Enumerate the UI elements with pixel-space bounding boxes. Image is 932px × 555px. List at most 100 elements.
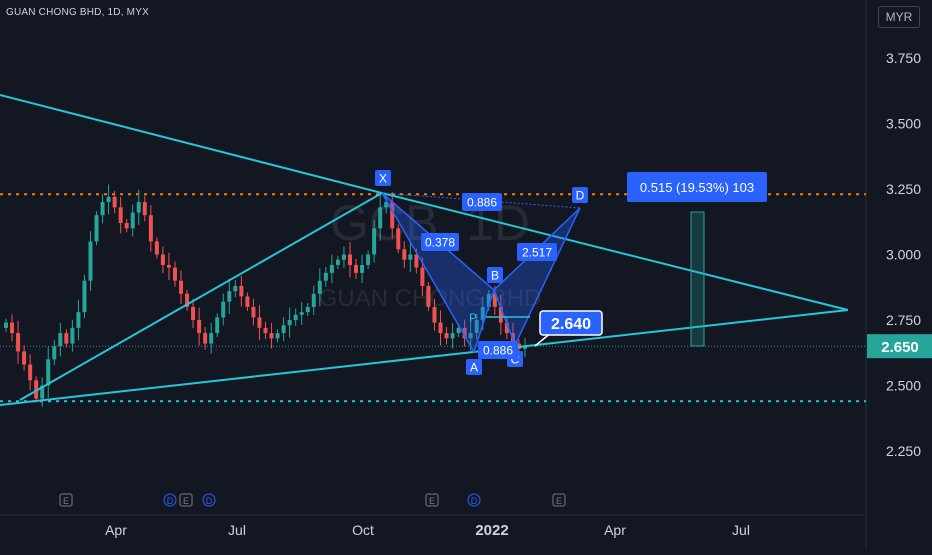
last-price-tag <box>867 334 932 359</box>
candle-body <box>414 254 419 268</box>
candle-body <box>384 202 389 208</box>
candle-body <box>239 285 244 297</box>
candle-body <box>52 346 57 360</box>
candle-body <box>100 202 105 216</box>
candle-body <box>329 264 334 273</box>
earnings-marker-label: E <box>429 496 435 506</box>
candle-body <box>106 196 111 203</box>
y-tick-label: 3.500 <box>886 116 921 132</box>
candle-body <box>209 333 214 344</box>
candle-body <box>402 249 407 260</box>
candle-body <box>299 312 304 315</box>
candle-body <box>70 327 75 344</box>
candle-body <box>317 280 322 294</box>
lower-trendline <box>0 309 849 406</box>
candle-body <box>4 322 8 328</box>
symbol-info: GUAN CHONG BHD, 1D, MYX <box>6 7 149 18</box>
price-callout-box <box>539 310 603 336</box>
y-tick-label: 3.750 <box>886 50 921 66</box>
candle-body <box>269 333 274 339</box>
candle-body <box>523 346 527 349</box>
candle-body <box>450 333 455 339</box>
candle-body <box>462 327 467 339</box>
earnings-marker <box>59 493 73 507</box>
y-tick-label: 2.250 <box>886 443 921 459</box>
x-tick-label: 2022 <box>475 522 508 539</box>
x-tick-label: Oct <box>352 522 374 538</box>
pattern-label-box <box>466 359 482 375</box>
pattern-label-box <box>487 267 503 283</box>
candle-body <box>34 380 39 399</box>
candle-body <box>221 301 226 318</box>
candle-body <box>426 285 431 307</box>
y-tick-label: 2.500 <box>886 378 921 394</box>
earnings-marker-label: E <box>556 496 562 506</box>
candle-body <box>58 333 63 347</box>
candle-body <box>341 254 346 260</box>
candle-body <box>251 306 256 318</box>
candle-body <box>257 317 262 328</box>
candle-body <box>118 207 123 224</box>
earnings-marker-label: E <box>183 496 189 506</box>
y-tick-label: 3.250 <box>886 181 921 197</box>
upper-trendline-right <box>381 192 849 311</box>
candle-body <box>504 322 509 334</box>
candle-body <box>215 317 220 334</box>
candle-body <box>408 254 413 260</box>
candle-body <box>456 327 461 334</box>
candle-body <box>396 228 401 250</box>
candle-body <box>227 291 232 302</box>
y-tick-label: 2.750 <box>886 312 921 328</box>
candle-body <box>323 272 328 281</box>
ratio-label: 2.517 <box>522 246 552 260</box>
candle-body <box>438 322 443 334</box>
ratio-label-box <box>478 341 518 359</box>
pattern-label-b: B <box>491 269 499 283</box>
candle-body <box>136 202 141 213</box>
dividend-marker-label: D <box>167 496 174 506</box>
candle-body <box>420 267 425 286</box>
candle-body <box>142 202 147 216</box>
candle-body <box>474 320 479 334</box>
candle-body <box>360 264 365 273</box>
pattern-label-box <box>375 170 391 186</box>
ratio-label: 0.886 <box>467 196 497 210</box>
projection-label-box <box>627 172 767 202</box>
candle-body <box>480 306 485 320</box>
dividend-marker-label: D <box>206 496 213 506</box>
ratio-label-box <box>517 243 557 261</box>
candle-body <box>10 322 15 334</box>
candle-body <box>76 312 81 328</box>
price-callout: 2.640 <box>551 316 591 333</box>
ratio-label: 0.378 <box>425 236 455 250</box>
candle-body <box>124 223 129 229</box>
candle-body <box>16 333 21 352</box>
candle-body <box>305 306 310 313</box>
pattern-label-d: D <box>576 189 585 203</box>
candle-body <box>233 285 238 292</box>
earnings-marker-label: E <box>63 496 69 506</box>
candle-body <box>130 212 135 229</box>
upper-trendline-left <box>0 94 383 194</box>
candle-body <box>468 333 473 339</box>
candle-body <box>263 327 268 334</box>
pattern-xb-line <box>381 192 495 291</box>
ratio-label: 0.886 <box>483 344 513 358</box>
earnings-marker <box>552 493 566 507</box>
candle-body <box>498 306 503 323</box>
candle-body <box>390 202 395 229</box>
candle-body <box>335 259 340 265</box>
candle-body <box>275 333 280 339</box>
currency-button[interactable]: MYR <box>878 6 920 28</box>
y-tick-label: 3.000 <box>886 247 921 263</box>
candle-body <box>492 293 497 307</box>
candle-body <box>372 228 377 255</box>
x-tick-label: Apr <box>105 522 127 538</box>
candle-body <box>203 333 208 344</box>
candle-body <box>354 264 359 273</box>
candle-body <box>191 306 196 320</box>
candle-body <box>432 306 437 323</box>
dividend-marker-label: D <box>471 496 478 506</box>
